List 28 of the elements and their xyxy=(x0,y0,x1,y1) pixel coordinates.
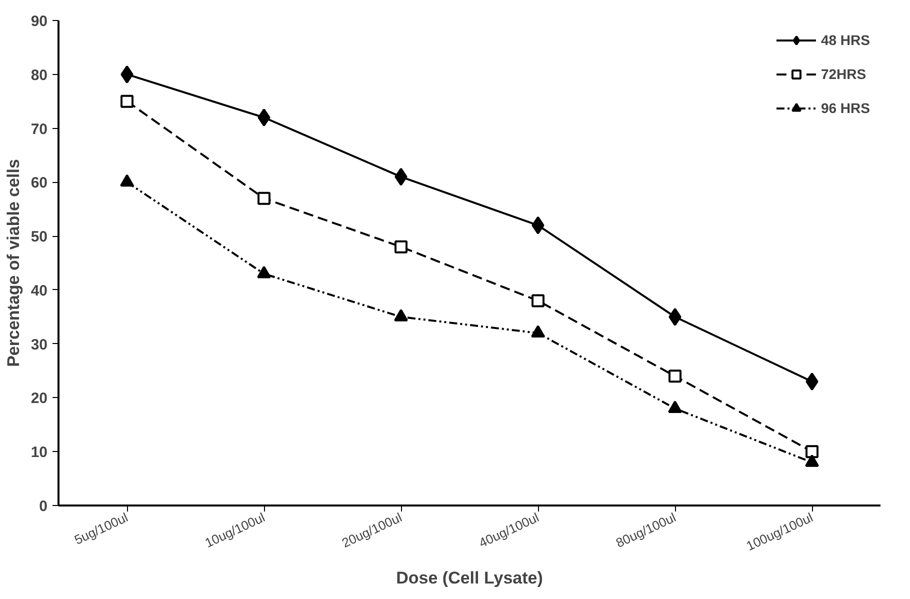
legend-label: 96 HRS xyxy=(820,100,870,116)
point xyxy=(806,445,818,458)
y-tick-label: 60 xyxy=(30,174,48,192)
point xyxy=(258,192,270,205)
point xyxy=(258,108,270,126)
y-tick-label: 50 xyxy=(30,228,48,246)
legend-label: 72HRS xyxy=(820,66,866,82)
y-tick-label: 40 xyxy=(30,282,48,300)
y-axis-title: Percentage of viable cells xyxy=(4,159,23,367)
legend-label: 48 HRS xyxy=(820,32,870,48)
y-tick-label: 90 xyxy=(30,13,48,30)
y-tick-label: 20 xyxy=(30,390,48,408)
y-tick-label: 30 xyxy=(30,336,48,354)
point xyxy=(806,372,818,391)
point xyxy=(120,94,134,108)
point xyxy=(532,216,544,234)
y-tick-label: 10 xyxy=(30,444,48,462)
y-tick-label: 70 xyxy=(30,120,48,138)
point xyxy=(532,294,544,308)
point xyxy=(668,370,682,383)
point xyxy=(668,308,682,326)
point xyxy=(394,240,408,254)
x-axis-title: Dose (Cell Lysate) xyxy=(396,568,543,588)
point xyxy=(531,325,545,338)
point xyxy=(120,65,134,84)
point xyxy=(394,168,408,186)
y-tick-label: 80 xyxy=(30,66,48,84)
y-tick-label: 0 xyxy=(39,498,48,515)
